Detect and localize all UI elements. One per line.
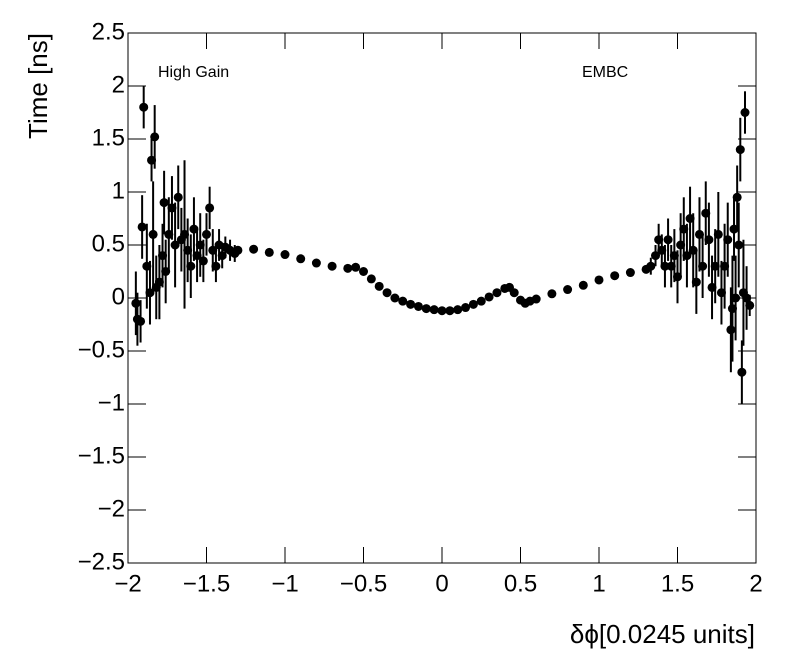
x-tick-label: −1 [271,570,298,597]
data-point [366,274,376,284]
data-point [468,299,478,309]
x-tick-label: 1.5 [661,570,694,597]
data-point [734,240,744,250]
data-point [625,268,635,278]
data-point [359,267,368,276]
data-point [249,244,259,254]
x-tick-label: 1 [592,570,605,597]
data-point [264,247,274,257]
data-point [398,296,408,306]
data-point [413,301,423,311]
data-point [390,293,400,303]
data-point [211,261,221,271]
data-point [374,281,384,291]
data-point [437,306,447,316]
y-tick-label: 2.5 [92,18,125,45]
data-point [660,261,670,271]
y-tick-label: 0.5 [92,230,125,257]
data-point [732,192,742,202]
data-point [205,203,215,213]
data-point [202,229,211,239]
x-tick-label: 0.5 [504,570,537,597]
y-tick-label: 0 [112,283,125,310]
data-point [731,293,741,303]
data-point [159,198,169,208]
y-tick-label: 1.5 [92,124,125,151]
data-point [713,229,723,239]
data-point [531,294,541,304]
x-tick-label: 2 [749,570,762,597]
data-point [723,235,733,245]
x-tick-label: −1.5 [183,570,230,597]
data-point [150,132,160,142]
y-tick-label: 2 [112,71,125,98]
data-point [327,261,337,271]
data-point [170,240,180,250]
data-point [646,261,656,271]
data-point [311,258,321,268]
data-point [509,288,519,298]
data-point [148,229,158,239]
data-point [139,102,149,112]
data-point [136,316,146,326]
data-point [698,261,708,271]
data-point [740,108,750,117]
x-tick-label: −0.5 [340,570,387,597]
data-point [296,254,306,264]
data-point [145,288,155,298]
data-point [704,235,714,245]
data-point [735,145,745,155]
data-point [186,261,196,271]
y-tick-label: −2 [98,495,125,522]
data-point [578,280,588,290]
annotation: EMBC [582,64,628,81]
data-point [484,292,494,302]
x-axis-label: δϕ[0.0245 units] [570,619,755,649]
data-point [198,256,208,266]
data-point [594,275,604,285]
data-point [547,289,557,299]
y-tick-label: −1.5 [78,442,125,469]
x-tick-label: −2 [114,570,141,597]
y-tick-label: 1 [112,177,125,204]
data-point [406,299,416,309]
data-point [737,367,747,377]
data-point [343,263,353,273]
data-point [280,250,290,260]
x-tick-label: 0 [435,570,448,597]
y-axis-label: Time [ns] [23,33,53,139]
data-point [429,305,439,315]
data-point [351,262,361,272]
data-point [610,271,620,281]
data-point [682,251,692,261]
data-point [131,298,141,308]
data-point [453,305,463,315]
y-tick-label: −0.5 [78,336,125,363]
data-point [745,300,755,310]
data-point [476,296,486,306]
y-tick-label: −2.5 [78,548,125,575]
annotation: High Gain [158,64,229,81]
data-point [382,288,392,298]
data-point [563,285,573,295]
data-point [691,277,701,287]
data-point [137,222,147,232]
data-point [461,303,471,313]
data-point [663,235,673,245]
data-point [726,325,736,335]
y-tick-label: −1 [98,389,125,416]
data-point [445,306,455,316]
data-point [233,245,243,255]
data-point [173,192,183,202]
data-point [492,288,502,298]
data-point [421,304,431,314]
